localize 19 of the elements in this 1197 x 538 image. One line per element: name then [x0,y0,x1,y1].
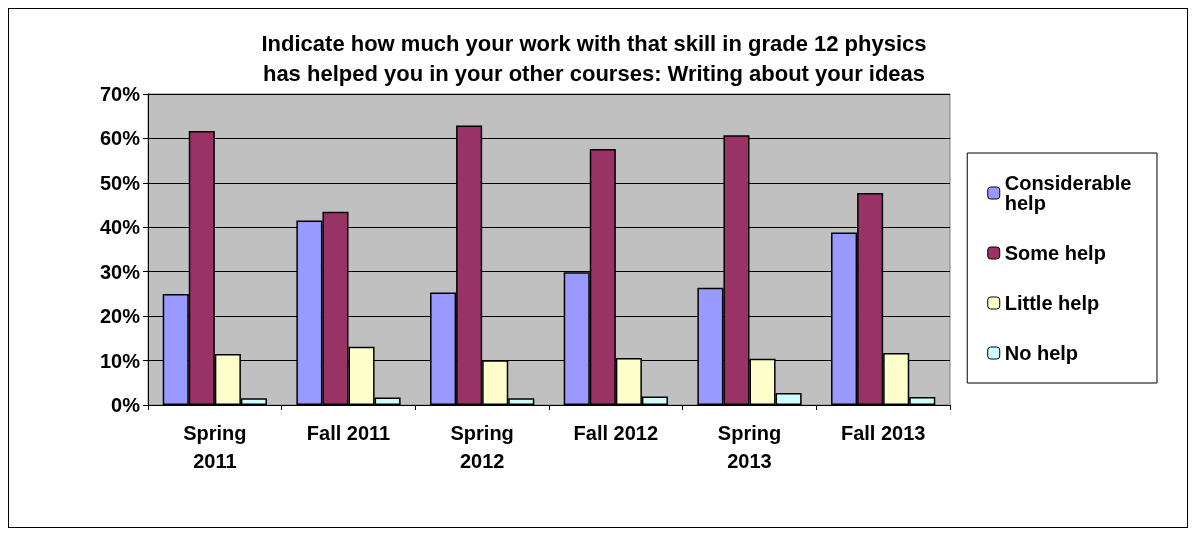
y-tick-label: 30% [99,260,141,283]
legend-label: Some help [1004,242,1106,264]
y-tick-label: 0% [111,394,141,416]
y-tick-label: 40% [99,216,141,239]
x-tick-label: Fall 2013 [840,422,926,444]
legend-label: No help [1004,342,1079,364]
x-tick-label: Spring 2013 [717,422,782,472]
chart-title: Indicate how much your work with that skill in grade 12 physics has helped you in your other courses: Writing about your ideas [261,30,927,86]
x-tick-label: Fall 2012 [573,422,659,444]
y-tick-label: 10% [99,349,141,372]
y-tick-label: 20% [99,305,141,328]
x-tick-label: Spring 2012 [450,422,514,472]
y-tick-label: 60% [99,127,141,150]
x-tick-label: Fall 2011 [306,422,391,444]
x-tick-label: Spring 2011 [183,422,247,472]
y-tick-label: 50% [99,171,141,194]
legend-label: Little help [1004,292,1100,314]
y-tick-label: 70% [99,83,141,105]
legend-label: Considerable help [1004,172,1138,214]
